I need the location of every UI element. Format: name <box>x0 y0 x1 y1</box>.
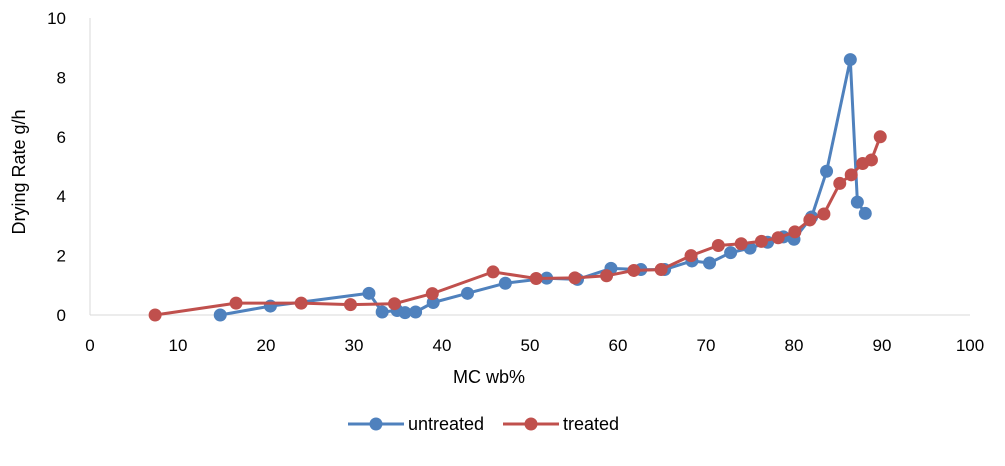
data-point <box>803 213 817 227</box>
x-tick-label: 50 <box>521 336 540 355</box>
x-axis-title: MC wb% <box>453 367 525 387</box>
data-point <box>294 296 308 310</box>
data-point <box>843 53 857 67</box>
y-tick-label: 4 <box>57 187 66 206</box>
plot-area <box>89 18 970 316</box>
data-point <box>529 271 543 285</box>
legend-label: untreated <box>408 414 484 434</box>
series-treated <box>148 130 887 322</box>
x-tick-labels: 0 10 20 30 40 50 60 70 80 90 100 <box>85 336 984 355</box>
data-point <box>398 306 412 320</box>
data-point <box>362 286 376 300</box>
series-line-treated <box>154 136 882 317</box>
data-point <box>724 246 738 260</box>
data-point <box>568 271 582 285</box>
legend-marker <box>369 417 383 431</box>
data-point <box>343 298 357 312</box>
y-tick-label: 8 <box>57 68 66 87</box>
data-point <box>375 305 389 319</box>
data-point <box>461 286 475 300</box>
data-point <box>711 239 725 253</box>
data-point <box>498 276 512 290</box>
data-point <box>409 305 423 319</box>
data-point <box>850 195 864 209</box>
data-point <box>425 287 439 301</box>
y-tick-label: 2 <box>57 247 66 266</box>
data-point <box>817 207 831 221</box>
y-tick-label: 10 <box>47 9 66 28</box>
data-point <box>486 265 500 279</box>
data-point <box>684 249 698 263</box>
data-point <box>600 269 614 283</box>
legend-marker <box>524 417 538 431</box>
series-layer <box>148 53 887 322</box>
y-tick-labels: 0 2 4 6 8 10 <box>47 9 66 325</box>
x-tick-label: 10 <box>169 336 188 355</box>
data-point <box>703 256 717 270</box>
data-point <box>833 176 847 190</box>
data-point <box>387 297 401 311</box>
x-tick-label: 30 <box>345 336 364 355</box>
data-point <box>627 263 641 277</box>
x-tick-label: 70 <box>697 336 716 355</box>
x-tick-label: 60 <box>609 336 628 355</box>
data-point <box>771 231 785 245</box>
x-tick-label: 90 <box>873 336 892 355</box>
x-tick-label: 100 <box>956 336 984 355</box>
data-point <box>734 237 748 251</box>
legend-item-untreated: untreated <box>348 414 484 434</box>
y-tick-label: 0 <box>57 306 66 325</box>
data-point <box>788 225 802 239</box>
data-point <box>263 299 277 313</box>
data-point <box>844 168 858 182</box>
data-point <box>820 164 834 178</box>
y-axis-title: Drying Rate g/h <box>9 109 29 234</box>
data-point <box>213 308 227 322</box>
data-point <box>654 263 668 277</box>
data-point <box>858 206 872 220</box>
data-point <box>148 308 162 322</box>
x-tick-label: 40 <box>433 336 452 355</box>
legend: untreated treated <box>348 414 619 434</box>
legend-label: treated <box>563 414 619 434</box>
data-point <box>864 153 878 167</box>
data-point <box>873 130 887 144</box>
data-point <box>229 296 243 310</box>
x-tick-label: 80 <box>785 336 804 355</box>
x-tick-label: 20 <box>257 336 276 355</box>
y-tick-label: 6 <box>57 128 66 147</box>
series-untreated <box>213 53 872 322</box>
data-point <box>754 234 768 248</box>
x-tick-label: 0 <box>85 336 94 355</box>
legend-item-treated: treated <box>503 414 619 434</box>
